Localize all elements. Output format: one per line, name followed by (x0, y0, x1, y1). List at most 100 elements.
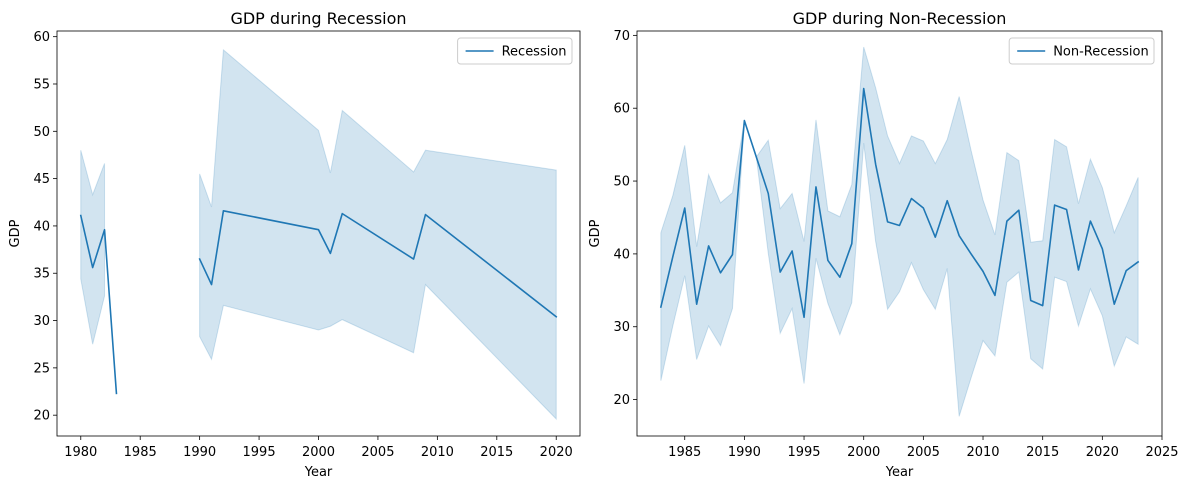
data-point (719, 271, 722, 274)
data-point (1041, 304, 1044, 307)
chart-panel-1: GDP during Recession 1980 1985 1990 1995 2000… (8, 9, 581, 480)
axes-frame (636, 30, 1163, 437)
data-point (838, 276, 841, 279)
data-point (695, 303, 698, 306)
series-1 (659, 46, 1140, 417)
x-tick-label: 1985 (124, 445, 157, 460)
series-line (79, 214, 118, 395)
y-tick-label: 20 (33, 409, 50, 424)
data-point (115, 392, 118, 395)
data-point (791, 249, 794, 252)
data-point (958, 234, 961, 237)
chart-title: GDP during Recession (230, 9, 406, 28)
data-point (1101, 247, 1104, 250)
data-point (707, 244, 710, 247)
y-tick-label: 40 (613, 247, 630, 262)
legend-box (1008, 37, 1155, 65)
data-point (814, 185, 817, 188)
data-point (767, 192, 770, 195)
x-tick-label: 1995 (243, 445, 276, 460)
data-point (1077, 268, 1080, 271)
data-point (1029, 299, 1032, 302)
y-axis-label: GDP (588, 219, 603, 247)
data-point (850, 242, 853, 245)
y-tick-label: 50 (613, 175, 630, 190)
data-point (779, 271, 782, 274)
legend-label: Non-Recession (1053, 45, 1149, 60)
y-tick-label: 50 (33, 125, 50, 140)
data-point (329, 252, 332, 255)
x-tick-label: 1980 (64, 445, 97, 460)
x-tick-label: 2010 (421, 445, 454, 460)
x-tick-label: 1990 (183, 445, 216, 460)
legend-box (457, 37, 573, 65)
data-point (886, 220, 889, 223)
data-point (731, 253, 734, 256)
y-tick-label: 35 (33, 267, 50, 282)
series-1 (79, 48, 558, 421)
data-point (683, 207, 686, 210)
data-point (1113, 303, 1116, 306)
x-axis-label: Year (885, 465, 914, 480)
confidence-band (80, 150, 106, 345)
x-tick-label: 2000 (847, 445, 880, 460)
data-point (982, 270, 985, 273)
series-line (659, 87, 1140, 319)
y-tick-label: 55 (33, 77, 50, 92)
y-tick-label: 60 (613, 102, 630, 117)
x-axis-label: Year (304, 465, 333, 480)
x-tick-label: 2010 (966, 445, 999, 460)
y-tick-label: 60 (33, 30, 50, 45)
legend: Non-Recession (1008, 37, 1155, 65)
data-point (970, 252, 973, 255)
data-point (555, 315, 558, 318)
data-point (803, 316, 806, 319)
chart-panel-2: GDP during Non-Recession 1985 1990 1995 2000… (588, 9, 1179, 480)
data-point (743, 119, 746, 122)
y-tick-label: 40 (33, 219, 50, 234)
data-point (1017, 209, 1020, 212)
y-tick-label: 30 (33, 314, 50, 329)
data-point (412, 258, 415, 261)
data-point (79, 214, 82, 217)
data-point (210, 283, 213, 286)
data-point (1137, 260, 1140, 263)
data-point (934, 236, 937, 239)
x-tick-label: 2015 (1026, 445, 1059, 460)
legend: Recession (457, 37, 573, 65)
series-line (198, 209, 558, 318)
data-point (91, 266, 94, 269)
data-point (1065, 208, 1068, 211)
data-point (198, 258, 201, 261)
confidence-band (660, 46, 1139, 417)
data-point (659, 306, 662, 309)
chart-title: GDP during Non-Recession (793, 9, 1007, 28)
data-point (1005, 220, 1008, 223)
x-tick-label: 2000 (302, 445, 335, 460)
y-tick-label: 70 (613, 29, 630, 44)
data-point (671, 255, 674, 258)
x-tick-label: 1995 (787, 445, 820, 460)
data-point (898, 224, 901, 227)
data-point (946, 199, 949, 202)
x-tick-label: 2020 (1086, 445, 1119, 460)
y-tick-label: 25 (33, 361, 50, 376)
legend-label: Recession (502, 45, 567, 60)
x-tick-label: 2020 (540, 445, 573, 460)
data-point (424, 213, 427, 216)
x-tick-label: 2005 (361, 445, 394, 460)
data-point (222, 209, 225, 212)
y-axis-label: GDP (8, 219, 23, 247)
x-tick-label: 1990 (728, 445, 761, 460)
data-point (103, 228, 106, 231)
x-tick-label: 2025 (1145, 445, 1178, 460)
data-point (922, 207, 925, 210)
data-point (1125, 269, 1128, 272)
x-tick-label: 2005 (907, 445, 940, 460)
data-point (341, 212, 344, 215)
x-tick-label: 2015 (480, 445, 513, 460)
y-tick-label: 45 (33, 172, 50, 187)
y-tick-label: 20 (613, 393, 630, 408)
